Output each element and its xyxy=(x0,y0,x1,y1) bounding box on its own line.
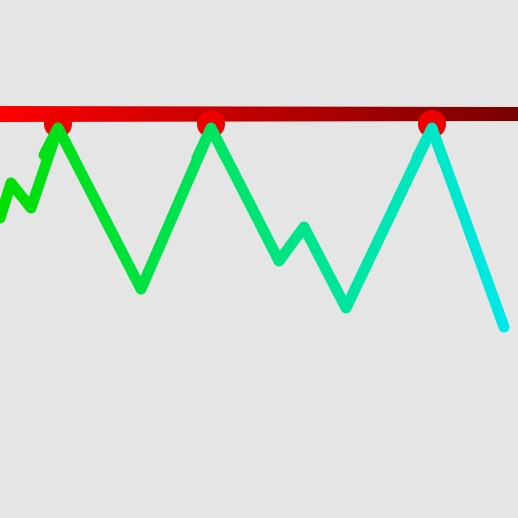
red-bar xyxy=(0,106,518,122)
peak-overlay xyxy=(191,122,231,164)
peak-overlay xyxy=(411,122,449,166)
peak-overlay xyxy=(38,122,78,161)
